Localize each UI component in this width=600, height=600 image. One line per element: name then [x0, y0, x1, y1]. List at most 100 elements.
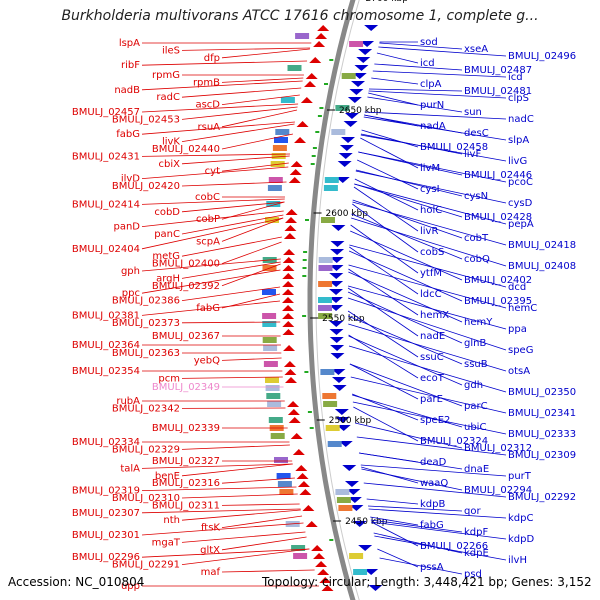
gene-label[interactable]: BMULJ_02400 [152, 259, 220, 270]
gene-label[interactable]: BMULJ_02453 [112, 114, 180, 125]
gene-label[interactable]: lspA [119, 38, 140, 49]
gene-label[interactable]: BMULJ_02310 [112, 493, 180, 504]
gene-label[interactable]: dnaE [464, 464, 489, 475]
gene-label[interactable]: livF [464, 149, 481, 160]
gene-label[interactable]: BMULJ_02324 [420, 436, 488, 447]
gene-label[interactable]: BMULJ_02395 [464, 296, 532, 307]
gene-label[interactable]: ecoT [420, 373, 445, 384]
gene-label[interactable]: BMULJ_02334 [72, 437, 140, 448]
gene-label[interactable]: talA [120, 463, 140, 474]
gene-label[interactable]: ribF [121, 60, 140, 71]
gene-label[interactable]: cobT [464, 233, 489, 244]
gene-label[interactable]: sod [420, 37, 438, 48]
gene-label[interactable]: BMULJ_02350 [508, 387, 576, 398]
gene-label[interactable]: BMULJ_02381 [72, 310, 140, 321]
gene-label[interactable]: otsA [508, 366, 530, 377]
gene-label[interactable]: kdpD [508, 534, 534, 545]
gene-label[interactable]: fabG [116, 129, 140, 140]
gene-label[interactable]: BMULJ_02373 [112, 318, 180, 329]
gene-label[interactable]: BMULJ_02301 [72, 530, 140, 541]
gene-label[interactable]: BMULJ_02402 [464, 275, 532, 286]
gene-label[interactable]: clpA [420, 79, 442, 90]
gene-label[interactable]: speG [508, 345, 533, 356]
gene-label[interactable]: metG [152, 251, 180, 262]
gene-label[interactable]: kdpC [508, 513, 533, 524]
gene-label[interactable]: BMULJ_02291 [112, 560, 180, 571]
gene-label[interactable]: xseA [464, 44, 488, 55]
gene-label[interactable]: BMULJ_02418 [508, 240, 576, 251]
gene-label[interactable]: nadA [420, 121, 446, 132]
gene-label[interactable]: BMULJ_02408 [508, 261, 576, 272]
gene-label[interactable]: BMULJ_02342 [112, 403, 180, 414]
gene-label[interactable]: glnB [464, 338, 486, 349]
gene-label[interactable]: BMULJ_02319 [72, 486, 140, 497]
gene-label[interactable]: gltX [200, 545, 220, 556]
gene-label[interactable]: nadB [114, 85, 140, 96]
gene-label[interactable]: BMULJ_02420 [112, 181, 180, 192]
gene-label[interactable]: BMULJ_02311 [152, 500, 220, 511]
gene-label[interactable]: pcoC [508, 177, 533, 188]
gene-label[interactable]: BMULJ_02458 [420, 142, 488, 153]
gene-label[interactable]: BMULJ_02428 [464, 212, 532, 223]
gene-label[interactable]: kdpB [420, 499, 445, 510]
gene-label[interactable]: BMULJ_02392 [152, 281, 220, 292]
gene-label[interactable]: cysI [420, 184, 440, 195]
gene-label[interactable]: icd [420, 58, 435, 69]
gene-label[interactable]: cobC [195, 192, 220, 203]
gene-label[interactable]: BMULJ_02349 [152, 382, 220, 393]
gene-label[interactable]: ppc [122, 288, 140, 299]
gene-label[interactable]: icd [508, 72, 523, 83]
gene-label[interactable]: mgaT [152, 537, 181, 548]
gene-label[interactable]: panC [154, 229, 180, 240]
gene-label[interactable]: BMULJ_02341 [508, 408, 576, 419]
gene-label[interactable]: pcm [158, 373, 180, 384]
gene-label[interactable]: ilvD [121, 174, 140, 185]
gene-label[interactable]: BMULJ_02316 [152, 478, 220, 489]
gene-label[interactable]: BMULJ_02457 [72, 107, 140, 118]
gene-label[interactable]: cobQ [464, 254, 490, 265]
gene-label[interactable]: BMULJ_02414 [72, 199, 140, 210]
gene-label[interactable]: panD [113, 222, 140, 233]
gene-label[interactable]: ilvH [508, 555, 527, 566]
gene-label[interactable]: BMULJ_02386 [112, 296, 180, 307]
gene-label[interactable]: argH [156, 273, 180, 284]
gene-label[interactable]: BMULJ_02292 [508, 492, 576, 503]
gene-label[interactable]: BMULJ_02487 [464, 65, 532, 76]
gene-label[interactable]: ftsK [201, 523, 220, 534]
gene-label[interactable]: BMULJ_02363 [112, 348, 180, 359]
gene-label[interactable]: hemY [464, 317, 493, 328]
gene-label[interactable]: radC [156, 92, 180, 103]
gene-label[interactable]: BMULJ_02431 [72, 151, 140, 162]
gene-label[interactable]: BMULJ_02496 [508, 51, 576, 62]
gene-label[interactable]: BMULJ_02481 [464, 86, 532, 97]
gene-label[interactable]: livG [508, 156, 527, 167]
gene-label[interactable]: parC [464, 401, 488, 412]
gene-label[interactable]: yebQ [194, 355, 220, 366]
gene-label[interactable]: BMULJ_02440 [152, 144, 220, 155]
gene-label[interactable]: upp [121, 581, 140, 592]
gene-label[interactable]: ppa [508, 324, 527, 335]
gene-label[interactable]: BMULJ_02404 [72, 244, 140, 255]
gene-label[interactable]: ileS [162, 45, 180, 56]
gene-label[interactable]: kdpE [464, 548, 489, 559]
gene-label[interactable]: rubA [116, 396, 140, 407]
gene-label[interactable]: rsuA [198, 122, 221, 133]
gene-label[interactable]: BMULJ_02307 [72, 508, 140, 519]
gene-label[interactable]: ytfM [420, 268, 442, 279]
gene-label[interactable]: sun [464, 107, 482, 118]
gene-label[interactable]: slpA [508, 135, 529, 146]
gene-label[interactable]: deaD [420, 457, 447, 468]
gene-label[interactable]: gdh [464, 380, 483, 391]
gene-label[interactable]: psd [464, 569, 482, 580]
gene-label[interactable]: holC [420, 205, 442, 216]
gene-label[interactable]: qor [464, 506, 481, 517]
gene-label[interactable]: livM [420, 163, 440, 174]
gene-label[interactable]: waaQ [420, 478, 448, 489]
gene-label[interactable]: hemC [508, 303, 537, 314]
gene-label[interactable]: BMULJ_02339 [152, 423, 220, 434]
gene-label[interactable]: cobS [420, 247, 444, 258]
gene-label[interactable]: dfp [204, 53, 220, 64]
gene-label[interactable]: BMULJ_02296 [72, 552, 140, 563]
gene-label[interactable]: benE [155, 471, 180, 482]
gene-label[interactable]: livR [420, 226, 438, 237]
